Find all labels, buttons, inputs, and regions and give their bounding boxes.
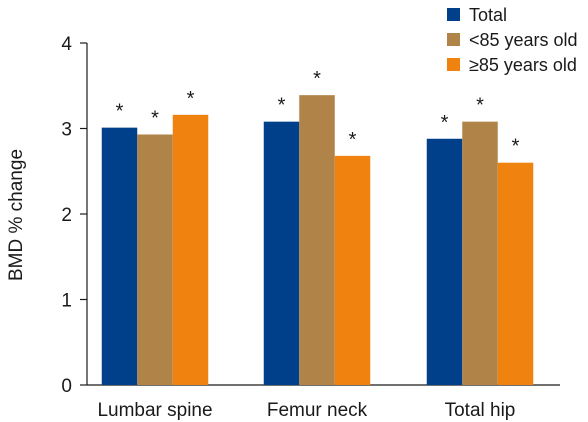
bar [462, 121, 498, 385]
legend-swatch [447, 58, 460, 71]
x-category-label: Total hip [445, 400, 516, 421]
x-category-label: Lumbar spine [97, 400, 212, 421]
bar [101, 127, 138, 386]
significance-star: * [349, 129, 357, 151]
y-tick-label: 3 [61, 120, 72, 141]
significance-star: * [313, 68, 321, 90]
significance-star: * [441, 112, 449, 134]
legend-label: Total [469, 5, 507, 25]
bars-group: Lumbar spine * * * Femur neck * * * Total hip * * * [97, 68, 534, 421]
legend: Total <85 years old ≥85 years old [447, 5, 578, 75]
bar [172, 114, 209, 385]
significance-star: * [512, 136, 520, 158]
y-tick-label: 1 [61, 291, 72, 312]
bar [137, 134, 173, 385]
bar [334, 155, 371, 385]
bar [497, 162, 534, 385]
bar [426, 138, 463, 385]
legend-swatch [447, 33, 460, 46]
significance-star: * [151, 107, 159, 129]
significance-star: * [278, 95, 286, 117]
significance-star: * [116, 101, 124, 123]
bar [299, 95, 335, 385]
bar [263, 121, 300, 385]
legend-label: <85 years old [469, 30, 578, 50]
legend-swatch [447, 8, 460, 21]
y-tick-label: 0 [61, 376, 72, 397]
significance-star: * [187, 88, 195, 110]
legend-label: ≥85 years old [469, 55, 577, 75]
significance-star: * [476, 95, 484, 117]
y-axis-title: BMD % change [6, 149, 27, 281]
x-category-label: Femur neck [267, 400, 368, 421]
y-tick-label: 2 [61, 205, 72, 226]
y-tick-label: 4 [61, 34, 72, 55]
